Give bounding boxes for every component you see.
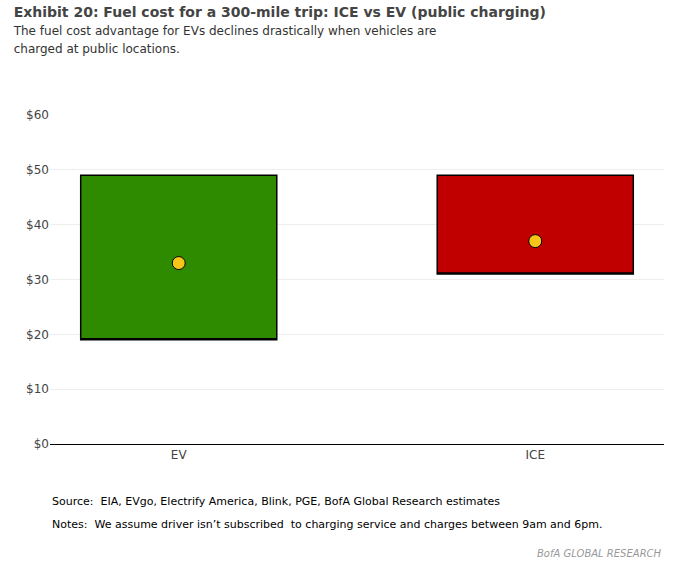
svg-text:BofA GLOBAL RESEARCH: BofA GLOBAL RESEARCH	[537, 548, 662, 559]
svg-text:$50: $50	[26, 163, 49, 177]
svg-text:$0: $0	[34, 437, 49, 451]
svg-text:Notes: We assume driver isn’t: Notes: We assume driver isn’t subscribed…	[52, 518, 602, 531]
svg-text:$30: $30	[26, 273, 49, 287]
svg-text:$20: $20	[26, 328, 49, 342]
svg-text:$40: $40	[26, 218, 49, 232]
svg-text:$60: $60	[26, 108, 49, 122]
svg-text:EV: EV	[171, 448, 188, 462]
svg-text:$10: $10	[26, 382, 49, 396]
svg-text:Exhibit 20: Fuel cost for a 30: Exhibit 20: Fuel cost for a 300-mile tri…	[13, 4, 546, 56]
svg-text:Source: EIA, EVgo, Electrify: Source: EIA, EVgo, Electrify America, Bl…	[52, 495, 500, 508]
svg-text:ICE: ICE	[526, 448, 546, 462]
